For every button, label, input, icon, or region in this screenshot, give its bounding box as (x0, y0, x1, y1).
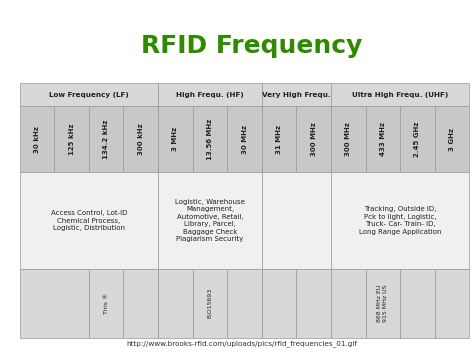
Text: 3 MHz: 3 MHz (173, 127, 178, 151)
Bar (400, 269, 435, 338)
Text: 300 MHz: 300 MHz (311, 122, 317, 156)
Bar (435, 269, 469, 338)
Bar (20, 83, 158, 106)
Bar (262, 269, 296, 338)
Bar (262, 172, 331, 269)
Text: 125 kHz: 125 kHz (69, 124, 74, 155)
Text: Logistic, Warehouse
Management,
Automotive, Retail,
Library, Parcel,
Baggage Che: Logistic, Warehouse Management, Automoti… (175, 199, 245, 242)
Text: 134.2 kHz: 134.2 kHz (103, 120, 109, 159)
Bar (123, 106, 158, 172)
Text: Low Frequency (LF): Low Frequency (LF) (49, 92, 129, 98)
Bar (331, 172, 469, 269)
Text: High Frequ. (HF): High Frequ. (HF) (176, 92, 244, 98)
Text: 300 kHz: 300 kHz (138, 123, 144, 155)
Bar (20, 172, 158, 269)
Bar (89, 106, 123, 172)
Bar (262, 83, 331, 106)
Bar (89, 269, 123, 338)
Text: 300 MHz: 300 MHz (345, 122, 351, 156)
Text: Ultra High Frequ. (UHF): Ultra High Frequ. (UHF) (352, 92, 448, 98)
Text: Tracking, Outside ID,
Pck to light, Logistic,
Truck- Car- Train- ID,
Long Range : Tracking, Outside ID, Pck to light, Logi… (359, 206, 441, 235)
Text: ISO15693: ISO15693 (208, 288, 212, 318)
Bar (158, 172, 262, 269)
Bar (55, 106, 89, 172)
Bar (435, 106, 469, 172)
Text: BRYAN
TDL: BRYAN TDL (438, 6, 461, 17)
Bar (158, 269, 192, 338)
Text: http://www.brooks-rfid.com/uploads/pics/rfid_frequencies_01.gif: http://www.brooks-rfid.com/uploads/pics/… (126, 340, 357, 347)
Bar (331, 106, 365, 172)
Text: 30 MHz: 30 MHz (242, 125, 247, 154)
Text: RFID Frequency: RFID Frequency (141, 34, 362, 59)
Bar (158, 83, 262, 106)
Bar (296, 269, 331, 338)
Bar (262, 106, 296, 172)
Bar (123, 269, 158, 338)
Bar (192, 106, 227, 172)
Text: Access Control, Lot-ID
Chemical Process,
Logistic, Distribution: Access Control, Lot-ID Chemical Process,… (51, 210, 127, 231)
Text: Tiris ®: Tiris ® (104, 293, 109, 314)
Bar (331, 83, 469, 106)
Bar (158, 106, 192, 172)
Bar (365, 269, 400, 338)
Bar (192, 269, 227, 338)
Bar (20, 269, 89, 338)
Text: 3 GHz: 3 GHz (449, 128, 455, 151)
Bar (296, 106, 331, 172)
Text: 433 MHz: 433 MHz (380, 122, 386, 156)
Bar (227, 269, 262, 338)
Text: 2.45 GHz: 2.45 GHz (414, 121, 420, 157)
Bar (227, 106, 262, 172)
Text: 31 MHz: 31 MHz (276, 125, 282, 154)
Bar (400, 106, 435, 172)
Bar (365, 106, 400, 172)
Text: 13.56 MHz: 13.56 MHz (207, 119, 213, 160)
Text: Very High Frequ.: Very High Frequ. (262, 92, 331, 98)
Bar (20, 106, 55, 172)
Text: 30 kHz: 30 kHz (34, 126, 40, 153)
Bar (331, 269, 365, 338)
Text: 868 MHz EU
915 MHz US: 868 MHz EU 915 MHz US (377, 285, 388, 322)
